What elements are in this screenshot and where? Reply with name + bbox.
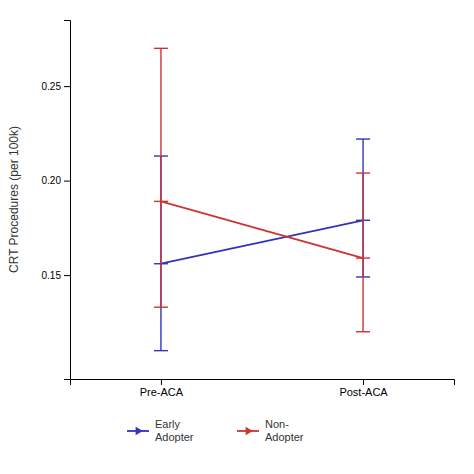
x-tick-label: Post-ACA xyxy=(339,386,388,398)
y-axis: 0.15 0.20 0.25 xyxy=(42,21,71,380)
legend-item: Non-Adopter xyxy=(237,417,304,442)
x-axis-line xyxy=(71,380,455,386)
series-line xyxy=(161,220,363,263)
x-tick-mark xyxy=(363,379,364,385)
y-axis-line xyxy=(64,21,71,380)
mean-tick xyxy=(154,201,168,202)
legend-label: Non-Adopter xyxy=(265,417,304,442)
x-tick: Pre-ACA xyxy=(140,379,184,398)
y-tick: 0.25 xyxy=(42,81,70,92)
series xyxy=(154,48,370,331)
y-axis-title: CRT Procedures (per 100k) xyxy=(7,126,21,273)
legend-label-line: Non- xyxy=(265,417,289,429)
legend-label: EarlyAdopter xyxy=(155,417,194,442)
legend: EarlyAdopterNon-Adopter xyxy=(127,417,304,442)
x-tick-label: Pre-ACA xyxy=(140,386,184,398)
error-bar-stem xyxy=(362,173,363,332)
x-axis: Pre-ACA Post-ACA xyxy=(71,379,455,398)
error-bar-stem xyxy=(160,48,161,307)
y-tick-label: 0.20 xyxy=(42,175,62,186)
error-bar-cap-high xyxy=(356,138,370,139)
error-bar xyxy=(154,48,168,307)
y-tick-mark xyxy=(64,181,70,182)
legend-marker xyxy=(246,427,253,435)
legend-marker xyxy=(136,427,143,435)
error-bar-cap-low xyxy=(154,307,168,308)
series xyxy=(154,139,370,351)
mean-tick xyxy=(356,257,370,258)
y-tick: 0.20 xyxy=(42,175,70,186)
y-tick-label: 0.15 xyxy=(42,270,62,281)
y-tick: 0.15 xyxy=(42,270,70,281)
legend-item: EarlyAdopter xyxy=(127,417,194,442)
x-tick-mark xyxy=(161,379,162,385)
y-tick-mark xyxy=(64,275,70,276)
legend-label-line: Adopter xyxy=(155,430,194,442)
error-bar-cap-low xyxy=(154,350,168,351)
legend-label-line: Early xyxy=(155,417,181,429)
chart: 0.15 0.20 0.25 Pre-ACA Post-ACA CRT Procedure… xyxy=(0,0,474,474)
error-bar xyxy=(356,173,370,332)
series-line xyxy=(161,201,363,258)
legend-label-line: Adopter xyxy=(265,430,304,442)
plot: 0.15 0.20 0.25 Pre-ACA Post-ACA CRT Procedure… xyxy=(7,21,455,398)
error-bar-cap-high xyxy=(356,172,370,173)
error-bar-cap-low xyxy=(356,331,370,332)
marks xyxy=(154,48,370,350)
error-bar-cap-high xyxy=(154,48,168,49)
x-tick: Post-ACA xyxy=(339,379,388,398)
y-tick-label: 0.25 xyxy=(42,81,62,92)
y-tick-mark xyxy=(64,86,70,87)
